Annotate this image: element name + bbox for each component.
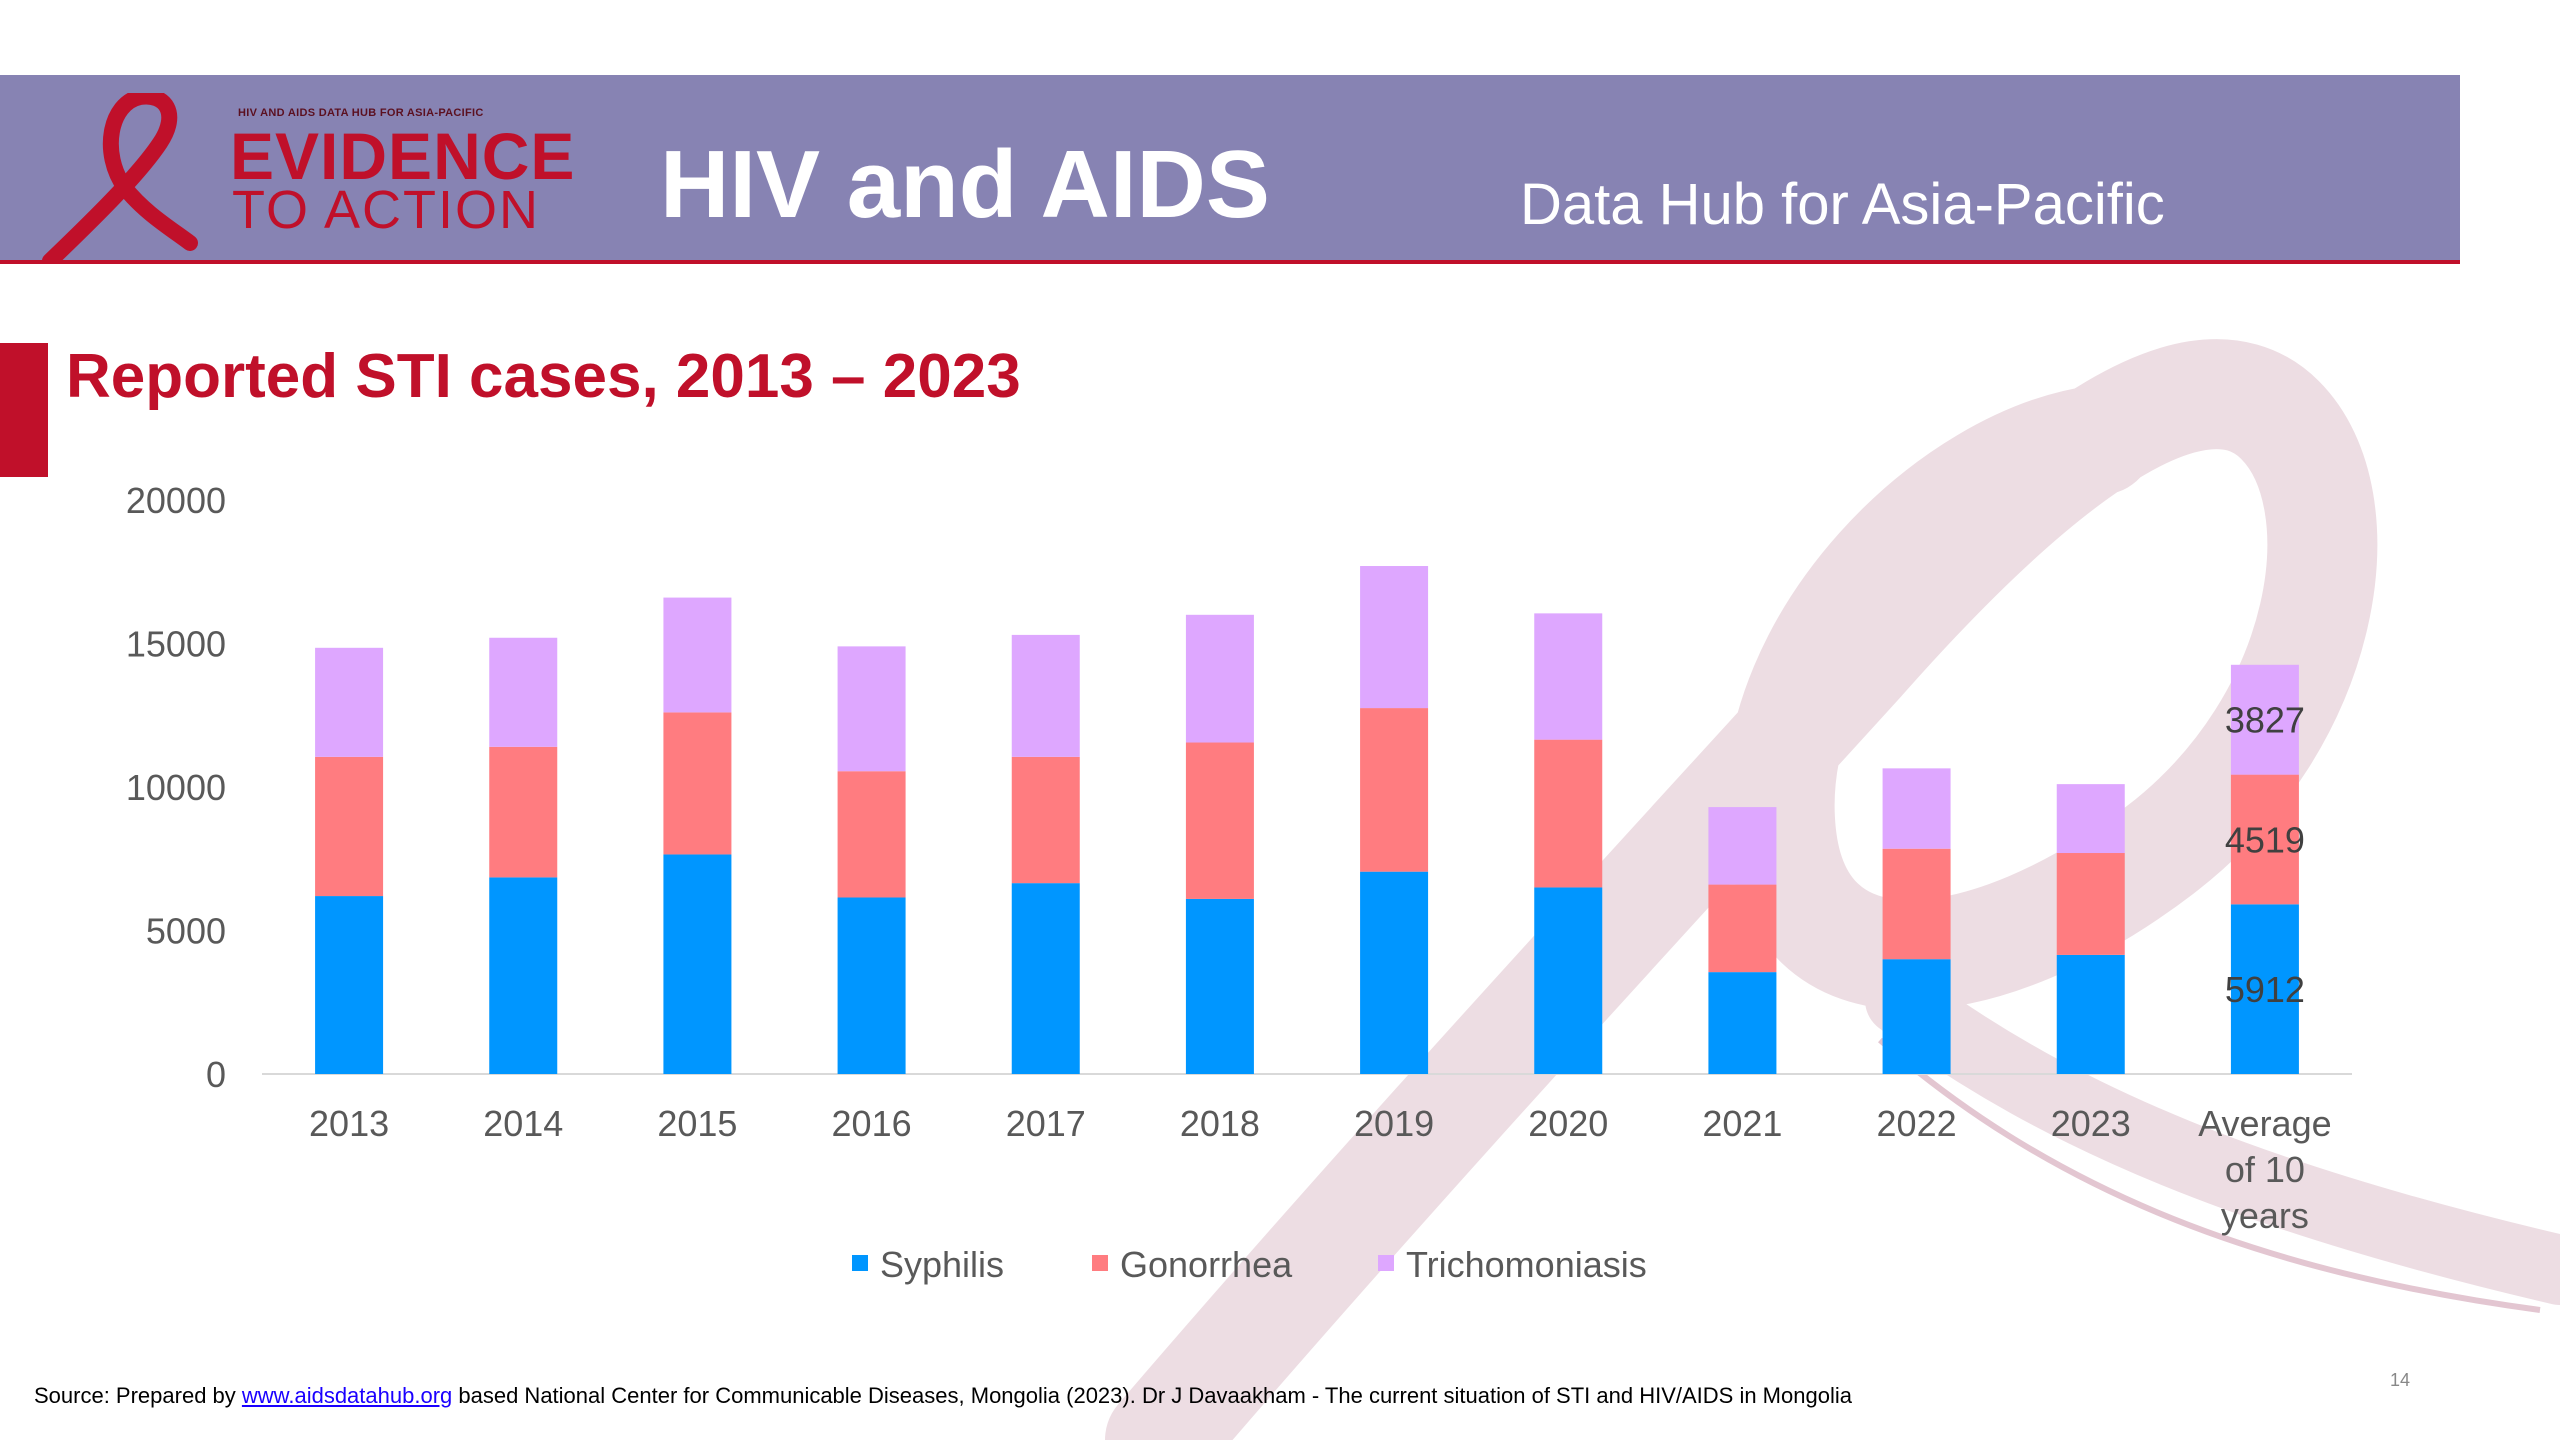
x-tick-label: 2018 <box>1180 1103 1260 1144</box>
slide-title: Reported STI cases, 2013 – 2023 <box>66 342 1021 411</box>
bar-segment <box>837 771 906 898</box>
title-accent-bar <box>0 343 48 477</box>
bar-segment <box>1011 883 1080 1074</box>
x-tick-label: 2023 <box>2051 1103 2131 1144</box>
bar-segment <box>1882 848 1951 960</box>
logo-to-action-text: TO ACTION <box>232 180 541 240</box>
banner-subtitle: Data Hub for Asia-Pacific <box>1520 172 2165 237</box>
header-banner: HIV AND AIDS DATA HUB FOR ASIA-PACIFIC E… <box>0 75 2460 264</box>
bar-segment <box>2056 784 2125 854</box>
x-tick-label: 2022 <box>1877 1103 1957 1144</box>
bar-segment <box>1360 708 1429 872</box>
source-prefix: Source: Prepared by <box>34 1383 242 1408</box>
x-tick-label: 2021 <box>1702 1103 1782 1144</box>
source-footer: Source: Prepared by www.aidsdatahub.org … <box>34 1383 1852 1409</box>
banner-title: HIV and AIDS <box>660 131 1270 238</box>
legend-swatch <box>1378 1255 1394 1271</box>
source-suffix: based National Center for Communicable D… <box>452 1383 1852 1408</box>
x-tick-label: 2020 <box>1528 1103 1608 1144</box>
bar-segment <box>1185 614 1254 743</box>
bar-segment <box>2230 774 2299 905</box>
source-link[interactable]: www.aidsdatahub.org <box>241 1383 453 1408</box>
legend-label: Syphilis <box>880 1244 1004 1285</box>
legend-swatch <box>1092 1255 1108 1271</box>
bar-segment <box>489 877 558 1074</box>
bar-segment <box>663 854 732 1074</box>
legend-label: Gonorrhea <box>1120 1244 1293 1285</box>
logo-evidence-text: EVIDENCE <box>230 119 576 193</box>
bar-segment <box>2230 664 2299 775</box>
bar-segment <box>1534 739 1603 888</box>
bar-segment <box>489 746 558 878</box>
bar-segment <box>1185 742 1254 899</box>
x-tick-label: Average <box>2198 1103 2331 1144</box>
bar-segment <box>315 647 384 757</box>
y-tick-label: 15000 <box>126 624 226 665</box>
bar-segment <box>1708 807 1777 885</box>
bar-segment <box>1708 972 1777 1074</box>
legend-label: Trichomoniasis <box>1406 1244 1647 1285</box>
y-tick-label: 20000 <box>126 480 226 521</box>
x-tick-label: of 10 <box>2225 1149 2305 1190</box>
data-label: 5912 <box>2225 969 2305 1010</box>
bar-segment <box>1708 884 1777 973</box>
bar-segment <box>1360 871 1429 1074</box>
y-tick-label: 0 <box>206 1054 226 1095</box>
bar-segment <box>315 756 384 897</box>
data-label: 4519 <box>2225 819 2305 860</box>
data-label: 3827 <box>2225 700 2305 741</box>
bar-segment <box>663 597 732 713</box>
bar-segment <box>1534 887 1603 1074</box>
x-tick-label: 2013 <box>309 1103 389 1144</box>
bar-segment <box>489 637 558 747</box>
bar-segment <box>1360 566 1429 709</box>
x-tick-label: 2014 <box>483 1103 563 1144</box>
bar-segment <box>1882 768 1951 849</box>
x-tick-label: 2016 <box>832 1103 912 1144</box>
bar-segment <box>1534 613 1603 740</box>
legend-swatch <box>852 1255 868 1271</box>
bar-segment <box>1011 634 1080 757</box>
bar-segment <box>837 646 906 772</box>
red-ribbon-logo-icon <box>42 93 198 263</box>
bar-segment <box>2056 954 2125 1074</box>
x-tick-label: 2019 <box>1354 1103 1434 1144</box>
page-number: 14 <box>2390 1370 2411 1390</box>
x-tick-label: 2015 <box>657 1103 737 1144</box>
x-tick-label: 2017 <box>1006 1103 1086 1144</box>
bar-segment <box>2056 853 2125 955</box>
x-tick-label: years <box>2221 1195 2309 1236</box>
bar-segment <box>315 896 384 1074</box>
bar-segment <box>2230 904 2299 1074</box>
y-tick-label: 10000 <box>126 767 226 808</box>
bar-segment <box>1882 959 1951 1074</box>
logo-small-text: HIV AND AIDS DATA HUB FOR ASIA-PACIFIC <box>238 107 484 119</box>
evidence-to-action-logo: HIV AND AIDS DATA HUB FOR ASIA-PACIFIC E… <box>40 93 610 263</box>
bar-segment <box>1011 756 1080 884</box>
bar-segment <box>1185 898 1254 1074</box>
bar-segment <box>663 712 732 855</box>
bar-segment <box>837 897 906 1074</box>
y-tick-label: 5000 <box>146 911 226 952</box>
